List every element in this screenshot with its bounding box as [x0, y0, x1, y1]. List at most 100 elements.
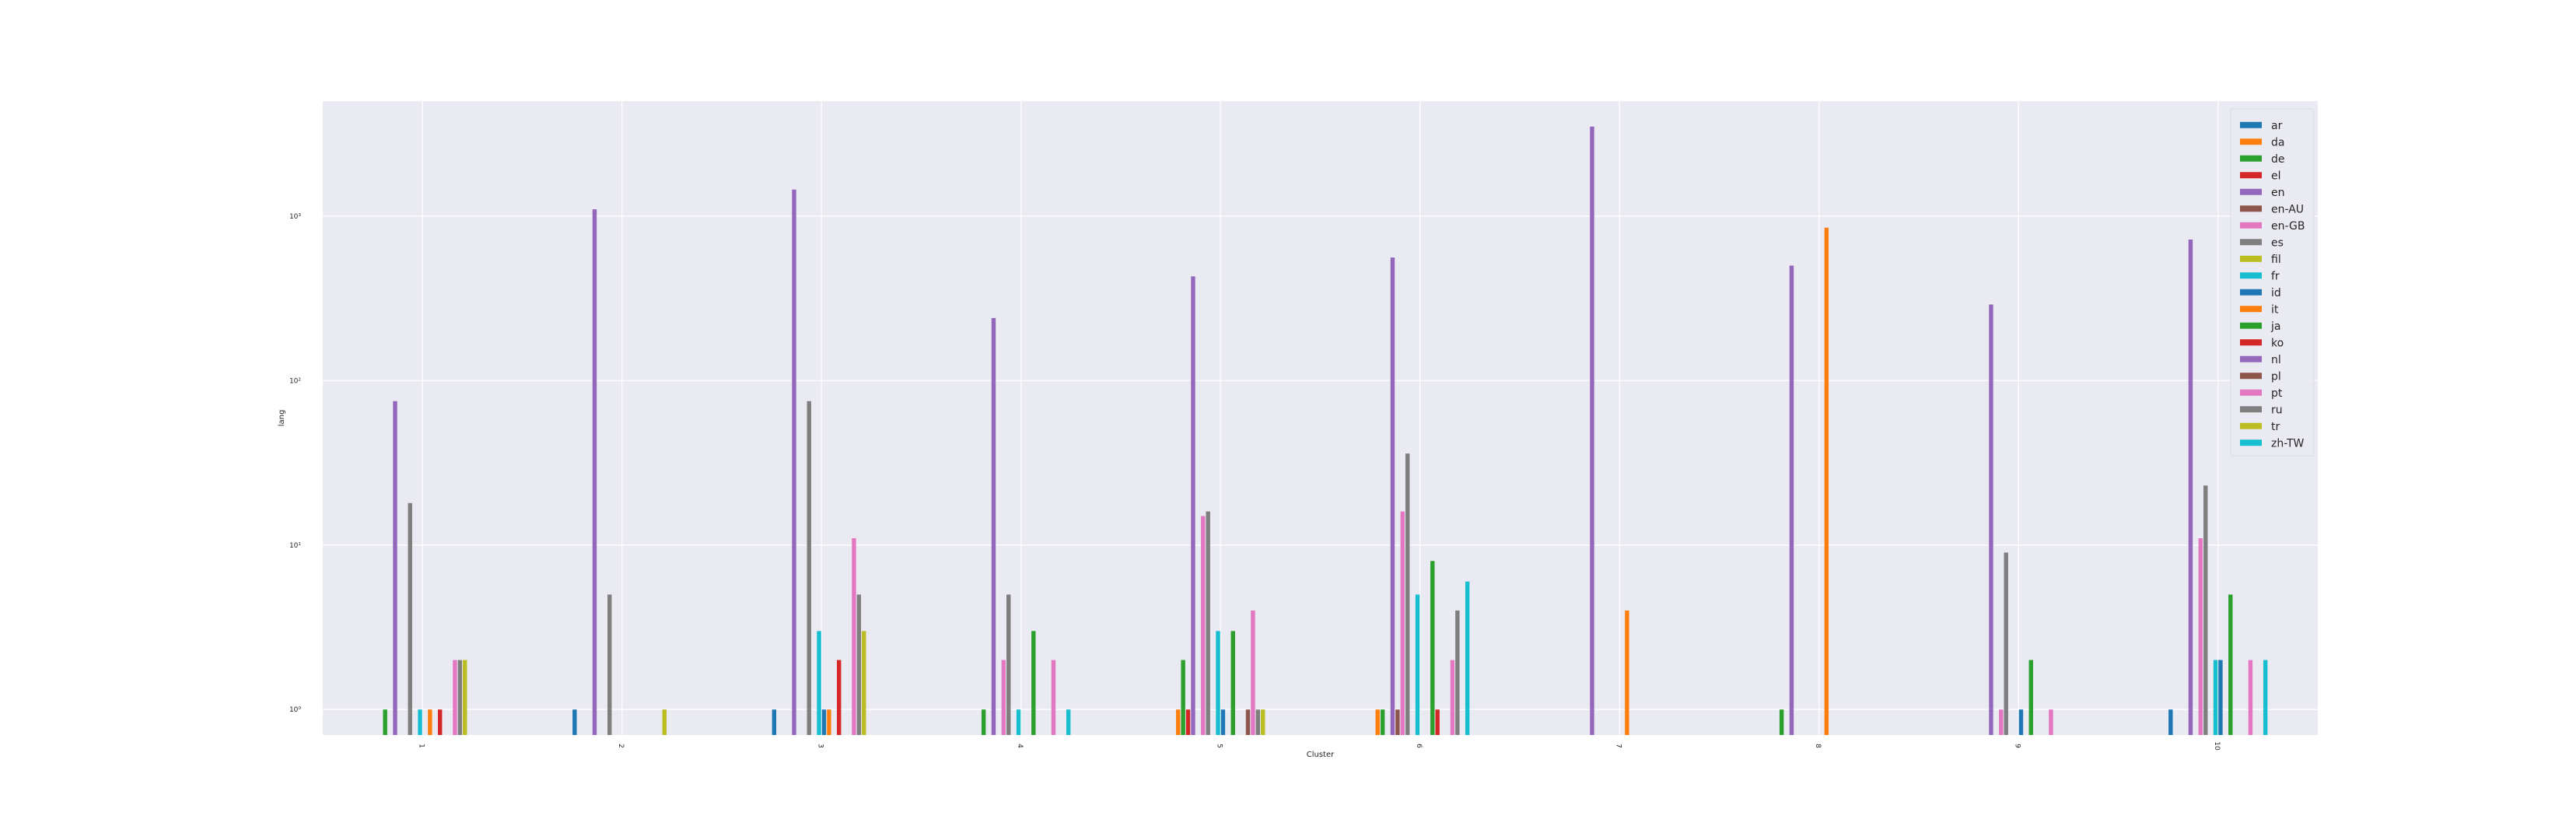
bar-es-cluster-5	[1206, 511, 1210, 735]
bar-ru-cluster-5	[1255, 709, 1261, 735]
legend-label-ar: ar	[2271, 120, 2283, 132]
bar-zh-TW-cluster-4	[1066, 709, 1071, 735]
legend-label-zh-TW: zh-TW	[2271, 437, 2305, 450]
bar-id-cluster-5	[1220, 709, 1226, 735]
bar-es-cluster-2	[607, 594, 612, 735]
legend-label-fr: fr	[2271, 270, 2280, 282]
bar-es-cluster-1	[408, 502, 412, 735]
bars	[383, 126, 2268, 736]
legend-swatch-ja	[2240, 322, 2262, 329]
legend-label-nl: nl	[2271, 354, 2281, 366]
x-tick-label: 4	[1016, 744, 1024, 748]
bar-en-cluster-3	[792, 189, 796, 736]
legend-label-ru: ru	[2271, 404, 2283, 416]
y-tick-label: 10⁰	[289, 706, 301, 714]
plot-area	[323, 101, 2318, 735]
bar-fr-cluster-1	[418, 709, 422, 735]
legend-swatch-fil	[2240, 255, 2262, 262]
legend-box	[2230, 108, 2315, 457]
legend-label-en-GB: en-GB	[2271, 220, 2305, 233]
legend-label-ko: ko	[2271, 337, 2284, 349]
legend: ar da de el en en-AU en-GB es fil fr id it ja ko nl pl p…	[2230, 108, 2315, 457]
bar-zh-TW-cluster-10	[2263, 660, 2268, 735]
x-tick-label: 2	[617, 744, 625, 748]
x-tick-label: 5	[1215, 744, 1223, 748]
bar-en-GB-cluster-5	[1201, 516, 1206, 735]
bar-en-cluster-6	[1390, 257, 1395, 735]
bar-pt-cluster-5	[1251, 610, 1255, 735]
bar-it-cluster-3	[827, 709, 831, 735]
bar-en-cluster-1	[393, 401, 397, 735]
bar-en-GB-cluster-4	[1001, 660, 1006, 735]
legend-swatch-el	[2240, 172, 2262, 179]
bar-zh-TW-cluster-6	[1465, 581, 1470, 735]
legend-label-id: id	[2271, 287, 2281, 299]
gridlines	[323, 101, 2318, 735]
bar-de-cluster-8	[1779, 709, 1784, 735]
bar-en-cluster-5	[1191, 276, 1195, 735]
legend-swatch-fr	[2240, 272, 2262, 279]
bar-es-cluster-6	[1405, 453, 1410, 735]
bar-it-cluster-7	[1625, 610, 1629, 735]
legend-label-fil: fil	[2271, 254, 2281, 266]
x-tick-label: 10	[2213, 741, 2221, 751]
legend-swatch-pt	[2240, 389, 2262, 396]
legend-swatch-en-GB	[2240, 222, 2262, 229]
bar-fr-cluster-3	[817, 631, 821, 735]
bar-pt-cluster-1	[453, 660, 457, 735]
x-tick-label: 3	[816, 744, 824, 748]
bar-en-GB-cluster-6	[1400, 511, 1405, 735]
legend-swatch-ru	[2240, 406, 2262, 413]
bar-en-cluster-9	[1989, 304, 1993, 735]
bar-ja-cluster-6	[1430, 561, 1435, 735]
bar-pt-cluster-9	[2049, 709, 2053, 735]
bar-es-cluster-4	[1006, 594, 1011, 735]
legend-label-de: de	[2271, 153, 2285, 166]
legend-swatch-tr	[2240, 422, 2262, 429]
bar-ar-cluster-10	[2168, 709, 2173, 735]
bar-en-cluster-8	[1789, 265, 1794, 736]
bar-ja-cluster-9	[2028, 660, 2033, 735]
bar-id-cluster-10	[2218, 660, 2223, 735]
bar-de-cluster-5	[1181, 660, 1185, 735]
bar-pt-cluster-10	[2248, 660, 2253, 735]
bar-ar-cluster-3	[772, 709, 777, 735]
bar-fr-cluster-5	[1216, 631, 1220, 735]
bar-ar-cluster-2	[572, 709, 577, 735]
x-tick-label: 9	[2013, 744, 2021, 748]
legend-label-pt: pt	[2271, 387, 2283, 400]
legend-label-es: es	[2271, 236, 2284, 249]
bar-de-cluster-4	[981, 709, 986, 735]
legend-label-pl: pl	[2271, 370, 2281, 383]
legend-swatch-zh-TW	[2240, 439, 2262, 446]
bar-de-cluster-6	[1380, 709, 1385, 735]
bar-tr-cluster-1	[463, 660, 467, 735]
bar-en-AU-cluster-6	[1395, 709, 1400, 735]
bar-en-cluster-10	[2188, 239, 2193, 735]
bar-da-cluster-6	[1375, 709, 1380, 735]
bar-fr-cluster-10	[2213, 660, 2218, 735]
bar-es-cluster-3	[807, 401, 811, 735]
bar-fr-cluster-4	[1016, 709, 1021, 735]
y-tick-label: 10³	[289, 213, 301, 221]
bar-it-cluster-8	[1824, 227, 1829, 735]
bar-de-cluster-1	[383, 709, 387, 735]
legend-label-it: it	[2271, 303, 2279, 316]
x-tick-label: 7	[1614, 744, 1622, 748]
bar-ja-cluster-10	[2228, 594, 2233, 735]
legend-swatch-ar	[2240, 121, 2262, 128]
axis-ticks: 10⁰ 10¹ 10² 10³ 1 2 3 4 5 6 7 8 9 10	[289, 213, 2221, 751]
bar-pl-cluster-5	[1245, 709, 1251, 735]
bar-id-cluster-3	[821, 709, 827, 735]
bar-pt-cluster-6	[1450, 660, 1455, 735]
bar-tr-cluster-5	[1261, 709, 1265, 735]
legend-swatch-nl	[2240, 355, 2262, 362]
bar-it-cluster-1	[428, 709, 432, 735]
legend-swatch-it	[2240, 306, 2262, 313]
bar-en-GB-cluster-9	[1999, 709, 2004, 735]
legend-swatch-da	[2240, 138, 2262, 145]
bar-ru-cluster-3	[856, 594, 862, 735]
x-axis-label: Cluster	[1307, 751, 1335, 759]
bar-tr-cluster-2	[662, 709, 667, 735]
